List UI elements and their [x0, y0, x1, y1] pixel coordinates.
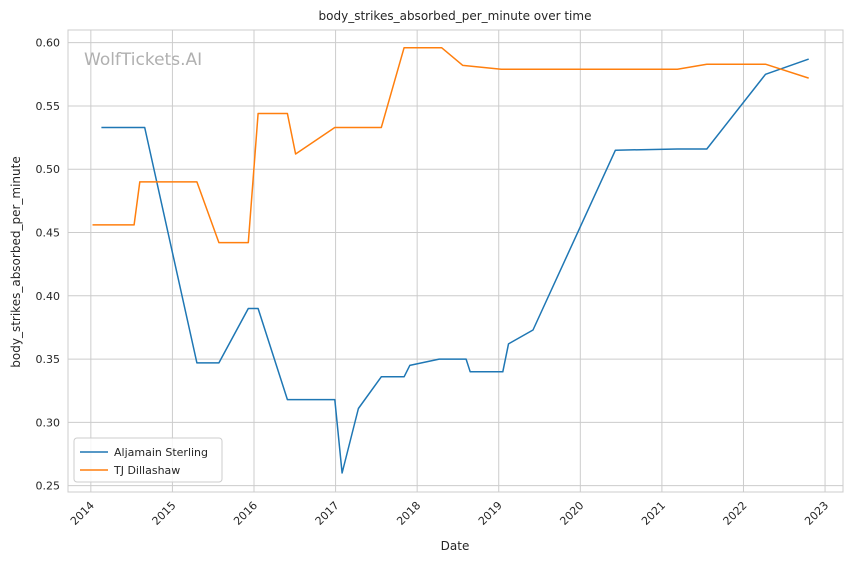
plot-area: [67, 29, 844, 493]
y-tick-label: 0.35: [36, 353, 61, 366]
y-tick-label: 0.55: [36, 100, 61, 113]
watermark: WolfTickets.AI: [84, 50, 202, 70]
y-tick-label: 0.25: [36, 480, 61, 493]
legend-box: [73, 437, 223, 483]
series-line-tj-dillashaw: [92, 46, 809, 244]
y-axis: 0.25 0.30 0.35 0.40 0.45 0.50 0.55 0.60: [36, 37, 61, 493]
y-tick-label: 0.60: [36, 37, 61, 50]
y-tick-label: 0.30: [36, 416, 61, 429]
grid: [68, 30, 843, 492]
chart-title: body_strikes_absorbed_per_minute over ti…: [319, 9, 592, 23]
legend: Aljamain Sterling TJ Dillashaw: [73, 437, 223, 483]
y-axis-label: body_strikes_absorbed_per_minute: [9, 156, 23, 367]
series-line-aljamain-sterling: [101, 58, 809, 474]
y-tick-label: 0.40: [36, 290, 61, 303]
y-tick-label: 0.50: [36, 163, 61, 176]
series-layer: [92, 46, 809, 474]
x-axis-label: Date: [441, 539, 470, 553]
legend-label-tj-dillashaw: TJ Dillashaw: [113, 464, 180, 477]
y-tick-label: 0.45: [36, 227, 61, 240]
legend-label-aljamain-sterling: Aljamain Sterling: [114, 446, 208, 459]
